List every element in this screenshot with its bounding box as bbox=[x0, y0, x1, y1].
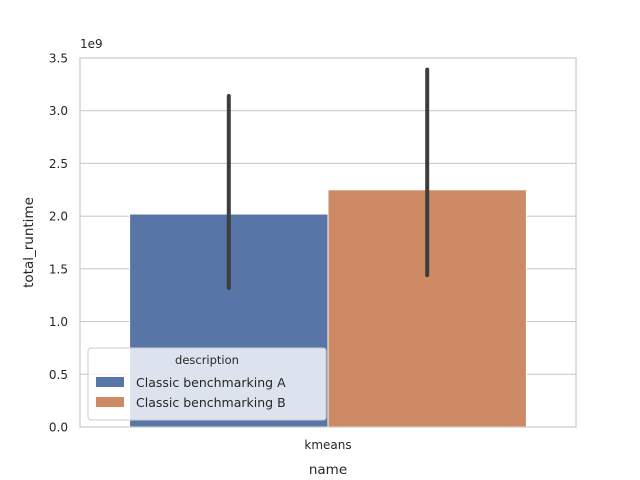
y-axis-offset-label: 1e9 bbox=[80, 37, 103, 51]
legend-box bbox=[87, 347, 327, 421]
legend-swatch bbox=[96, 377, 124, 387]
y-tick-label: 1.0 bbox=[49, 315, 68, 329]
y-tick-label: 3.5 bbox=[49, 52, 68, 66]
legend-entry-label: Classic benchmarking B bbox=[136, 395, 286, 410]
x-axis-label: name bbox=[309, 462, 347, 478]
y-tick-label: 0.5 bbox=[49, 368, 68, 382]
y-tick-label: 0.0 bbox=[49, 421, 68, 435]
x-tick-label: kmeans bbox=[304, 438, 351, 452]
x-axis-ticks: kmeans bbox=[304, 438, 351, 452]
y-axis-label: total_runtime bbox=[21, 197, 37, 288]
legend: description Classic benchmarking A Classic… bbox=[87, 347, 327, 421]
legend-title: description bbox=[175, 353, 239, 367]
y-tick-label: 1.5 bbox=[49, 262, 68, 276]
legend-entry-label: Classic benchmarking A bbox=[136, 375, 286, 390]
y-tick-label: 2.0 bbox=[49, 210, 68, 224]
plot-frame bbox=[79, 57, 577, 428]
legend-swatch bbox=[96, 397, 124, 407]
error-bars bbox=[226, 67, 430, 290]
y-tick-label: 2.5 bbox=[49, 157, 68, 171]
y-tick-label: 3.0 bbox=[49, 104, 68, 118]
y-axis-ticks: 0.0 0.5 1.0 1.5 2.0 2.5 3.0 3.5 bbox=[49, 52, 68, 435]
